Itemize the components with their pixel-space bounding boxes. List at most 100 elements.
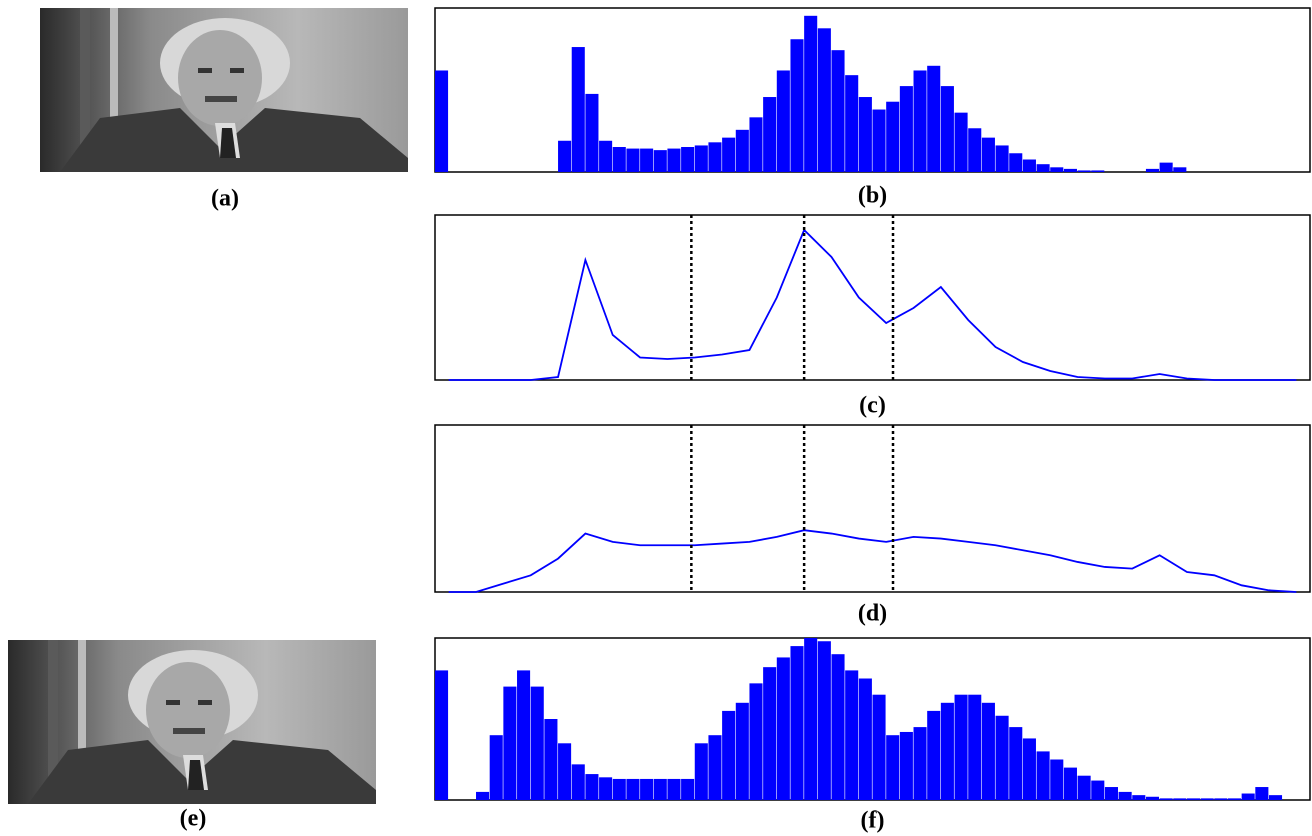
caption: (e) — [180, 806, 207, 832]
bar — [927, 710, 941, 800]
bar — [626, 148, 640, 172]
bar — [940, 702, 954, 800]
bar — [694, 145, 708, 172]
bar — [1050, 759, 1064, 800]
bar — [899, 731, 913, 800]
bar — [708, 735, 722, 800]
bar — [1159, 162, 1173, 172]
bar — [858, 678, 872, 800]
caption: (a) — [211, 186, 239, 212]
bar — [1022, 159, 1036, 172]
bar — [599, 777, 613, 800]
bar — [776, 657, 790, 800]
bar — [886, 735, 900, 800]
bar — [681, 147, 695, 172]
bar — [954, 112, 968, 172]
bar — [612, 147, 626, 172]
bar — [653, 150, 667, 172]
panel-caption: (f) — [861, 808, 885, 834]
bar — [763, 97, 777, 172]
bar — [845, 670, 859, 800]
bar — [1077, 170, 1091, 172]
bar — [1173, 167, 1187, 172]
bar — [1227, 798, 1242, 800]
bar — [530, 686, 544, 800]
bar — [640, 148, 654, 172]
bar — [476, 791, 490, 800]
bar — [1200, 798, 1214, 800]
bar — [749, 683, 763, 800]
bar — [940, 86, 954, 172]
bar — [790, 39, 804, 172]
bar — [681, 778, 695, 800]
plot-frame — [434, 424, 1311, 593]
bar — [1091, 780, 1105, 800]
bar — [735, 129, 749, 172]
bar — [585, 774, 599, 800]
bar — [1132, 795, 1146, 800]
bar — [1050, 167, 1064, 172]
bar — [981, 702, 995, 800]
bar — [1268, 795, 1283, 800]
bar — [954, 694, 968, 800]
bar — [886, 101, 900, 172]
bar — [872, 109, 886, 172]
bar — [503, 686, 517, 800]
bar — [585, 93, 599, 172]
photo-original — [40, 8, 408, 172]
bar — [981, 137, 995, 172]
bar — [1009, 727, 1023, 800]
bar — [872, 694, 886, 800]
bar — [804, 15, 818, 172]
bar — [1214, 798, 1228, 800]
panel-caption: (d) — [858, 601, 887, 627]
panel-caption: (c) — [859, 393, 886, 419]
bar — [831, 50, 845, 172]
bar — [558, 743, 572, 800]
bar — [694, 743, 708, 800]
bar — [667, 148, 681, 172]
bar — [640, 778, 654, 800]
bar — [517, 670, 531, 800]
bar — [1104, 787, 1118, 800]
bar — [1159, 798, 1173, 800]
bar — [927, 65, 941, 172]
bar — [1241, 793, 1255, 800]
bar — [899, 86, 913, 172]
bar — [735, 702, 749, 800]
plot-frame — [434, 214, 1311, 381]
bar — [749, 117, 763, 172]
bar — [995, 145, 1009, 172]
bar — [653, 778, 667, 800]
bar — [817, 641, 831, 800]
bar — [913, 727, 927, 800]
bar — [817, 28, 831, 172]
bar — [722, 137, 736, 172]
bar — [1255, 787, 1269, 800]
bar — [845, 75, 859, 172]
bar — [612, 778, 626, 800]
bar — [626, 778, 640, 800]
bar — [776, 70, 790, 172]
bar — [571, 764, 585, 800]
bar — [1173, 798, 1187, 800]
bar — [1091, 170, 1105, 172]
bar — [558, 140, 572, 172]
bar — [995, 715, 1009, 800]
bar — [435, 670, 449, 800]
bar — [968, 694, 982, 800]
bar — [858, 97, 872, 172]
bar — [544, 719, 558, 800]
line — [448, 228, 1297, 381]
bar — [1036, 751, 1050, 800]
bar — [804, 638, 818, 800]
bar — [1063, 767, 1077, 800]
panel-caption: (b) — [858, 183, 887, 209]
line — [448, 529, 1297, 593]
photo-equalized — [8, 640, 376, 804]
bar — [1186, 798, 1201, 800]
bar — [722, 710, 736, 800]
bar — [831, 654, 845, 800]
bar — [435, 70, 449, 172]
